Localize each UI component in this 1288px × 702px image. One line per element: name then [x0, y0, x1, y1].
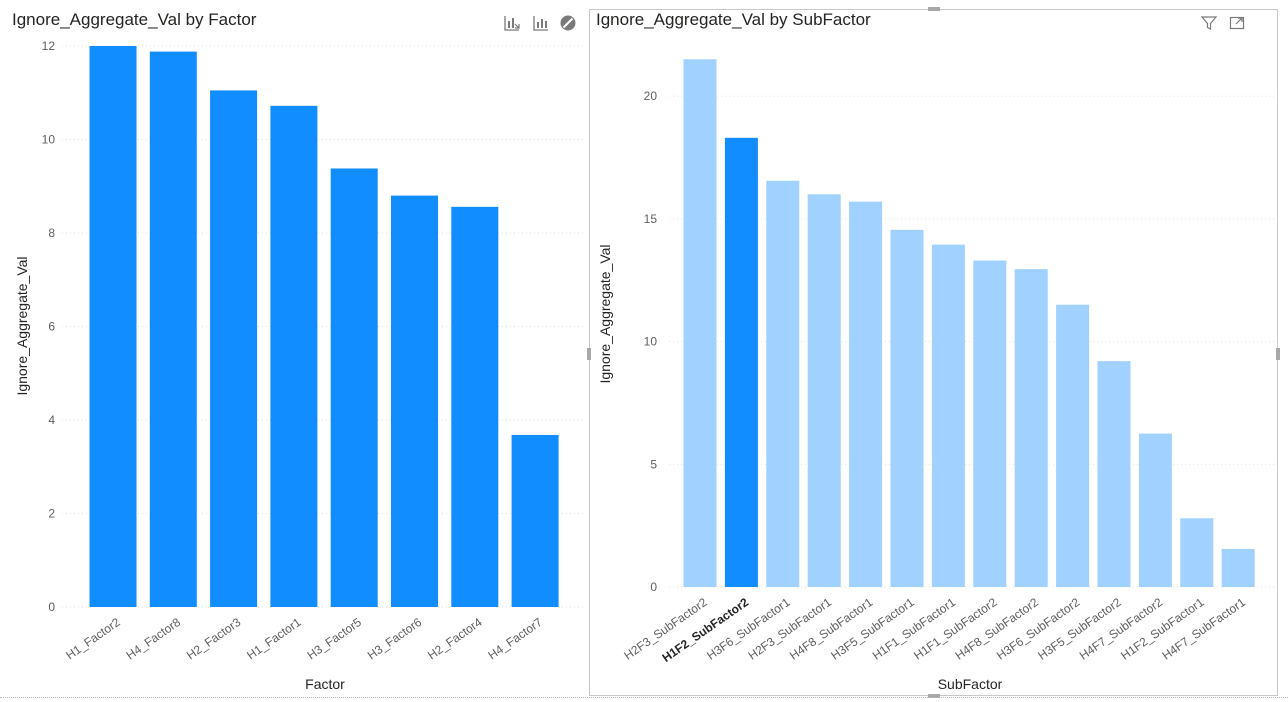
y-tick-label: 8 — [48, 226, 55, 240]
y-tick-label: 5 — [650, 457, 657, 471]
bar — [451, 206, 499, 607]
y-tick-label: 12 — [42, 39, 56, 53]
resize-handle-right[interactable] — [1276, 348, 1280, 360]
y-tick-label: 2 — [48, 507, 55, 521]
factor-chart-visual[interactable]: Ignore_Aggregate_Val by Factor 0 2 4 6 8 10 12… — [0, 0, 588, 702]
resize-handle-top[interactable] — [928, 7, 940, 11]
filter-icon[interactable] — [1200, 14, 1218, 32]
bar — [1014, 269, 1048, 587]
x-tick-label: H1_Factor2 — [63, 615, 123, 663]
bar — [724, 137, 758, 587]
drill-down-icon[interactable] — [503, 14, 521, 32]
y-tick-label: 4 — [48, 413, 55, 427]
subfactor-chart-visual[interactable]: Ignore_Aggregate_Val by SubFactor 0 5 10 15… — [589, 0, 1279, 702]
bar — [89, 46, 137, 607]
canvas-edge — [0, 697, 1288, 698]
bar — [683, 59, 717, 588]
x-axis-title: Factor — [305, 676, 345, 692]
y-axis-title: Ignore_Aggregate_Val — [597, 244, 613, 383]
bar — [270, 105, 318, 607]
x-tick-label: H3_Factor6 — [365, 615, 425, 663]
x-tick-label: H4_Factor7 — [485, 615, 545, 663]
bar — [511, 434, 559, 607]
x-tick-label: H2_Factor3 — [184, 615, 244, 663]
y-tick-label: 10 — [644, 335, 658, 349]
subfactor-bar-chart: 05101520H2F3_SubFactor2H1F2_SubFactor2H3… — [597, 59, 1277, 692]
bar — [391, 195, 438, 607]
bar — [1097, 361, 1131, 587]
bar — [210, 90, 258, 608]
y-axis-title: Ignore_Aggregate_Val — [14, 256, 30, 395]
x-axis-title: SubFactor — [938, 676, 1003, 692]
focus-mode-icon[interactable] — [1228, 14, 1246, 32]
bar — [807, 194, 841, 588]
bar — [849, 201, 883, 588]
blocked-icon[interactable] — [559, 14, 577, 32]
bar — [766, 180, 800, 588]
y-tick-label: 0 — [650, 580, 657, 594]
chart-title: Ignore_Aggregate_Val by SubFactor — [596, 10, 871, 29]
x-tick-label: H4_Factor8 — [124, 615, 184, 663]
y-tick-label: 10 — [42, 133, 56, 147]
resize-handle-left[interactable] — [587, 348, 591, 360]
bar — [1138, 433, 1172, 587]
y-tick-label: 15 — [644, 212, 658, 226]
y-tick-label: 20 — [644, 89, 658, 103]
x-tick-label: H3_Factor5 — [305, 615, 365, 663]
y-tick-label: 0 — [48, 600, 55, 614]
bar — [330, 168, 378, 608]
bar — [1180, 518, 1214, 587]
x-tick-label: H2_Factor4 — [425, 615, 485, 663]
bar — [890, 229, 924, 587]
bar — [1056, 304, 1090, 587]
resize-handle-bottom[interactable] — [928, 694, 940, 698]
bar — [931, 244, 965, 587]
chart-title: Ignore_Aggregate_Val by Factor — [12, 10, 257, 29]
bar — [149, 51, 197, 608]
bar — [1221, 548, 1255, 587]
expand-hierarchy-icon[interactable] — [532, 14, 550, 32]
y-tick-label: 6 — [48, 320, 55, 334]
x-tick-label: H1_Factor1 — [244, 615, 304, 663]
bar — [973, 260, 1007, 587]
